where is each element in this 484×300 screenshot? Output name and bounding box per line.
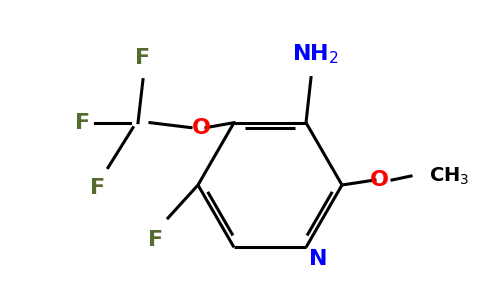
Text: O: O [369, 170, 389, 190]
Text: F: F [76, 112, 91, 133]
Text: O: O [192, 118, 211, 138]
Text: N: N [309, 249, 328, 269]
Text: CH$_3$: CH$_3$ [429, 165, 469, 187]
Text: F: F [149, 230, 164, 250]
Text: NH$_2$: NH$_2$ [292, 42, 340, 66]
Text: F: F [136, 48, 151, 68]
Text: F: F [91, 178, 106, 198]
